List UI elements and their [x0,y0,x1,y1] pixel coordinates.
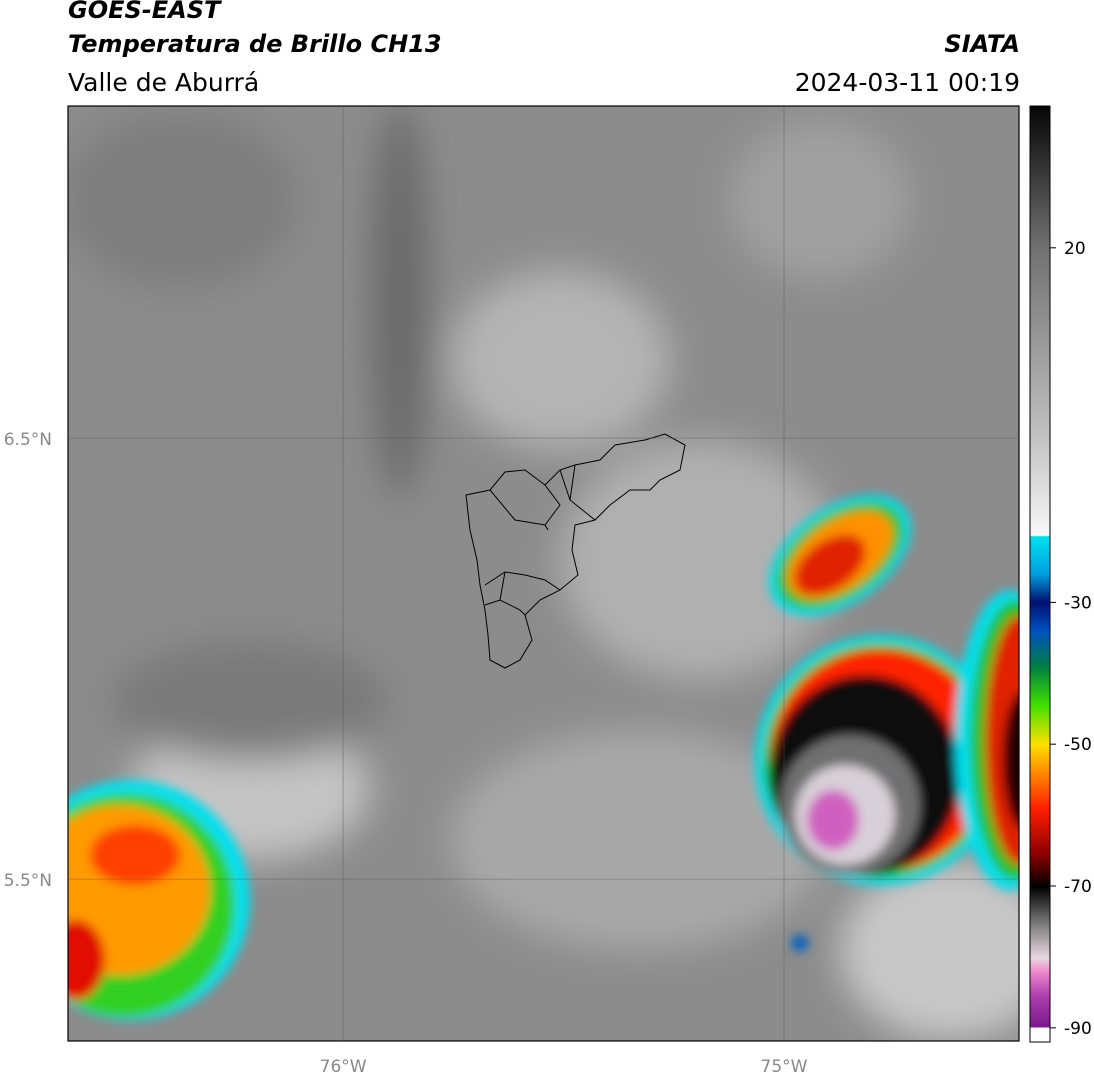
lat-tick-label: 5.5°N [4,871,52,891]
product-title: Temperatura de Brillo CH13 [68,30,442,58]
valley-boundary [465,433,686,669]
source-label: SIATA [944,30,1020,58]
colorbar-tick-label: 20 [1064,239,1086,259]
satellite-title: GOES-EAST [68,0,221,24]
colorbar-tick-label: -70 [1064,877,1092,897]
colorbar-tick-label: -90 [1064,1019,1092,1039]
satellite-image [68,106,1019,1041]
lon-tick-label: 75°W [761,1057,808,1077]
lon-tick-label: 76°W [320,1057,367,1077]
colorbar-tick-label: -50 [1064,735,1092,755]
region-label: Valle de Aburrá [68,68,260,97]
colorbar [1029,105,1051,1043]
map-frame [67,105,1020,1042]
colorbar-tick-label: -30 [1064,593,1092,613]
lat-tick-label: 6.5°N [4,430,52,450]
datetime-label: 2024-03-11 00:19 [794,68,1020,97]
